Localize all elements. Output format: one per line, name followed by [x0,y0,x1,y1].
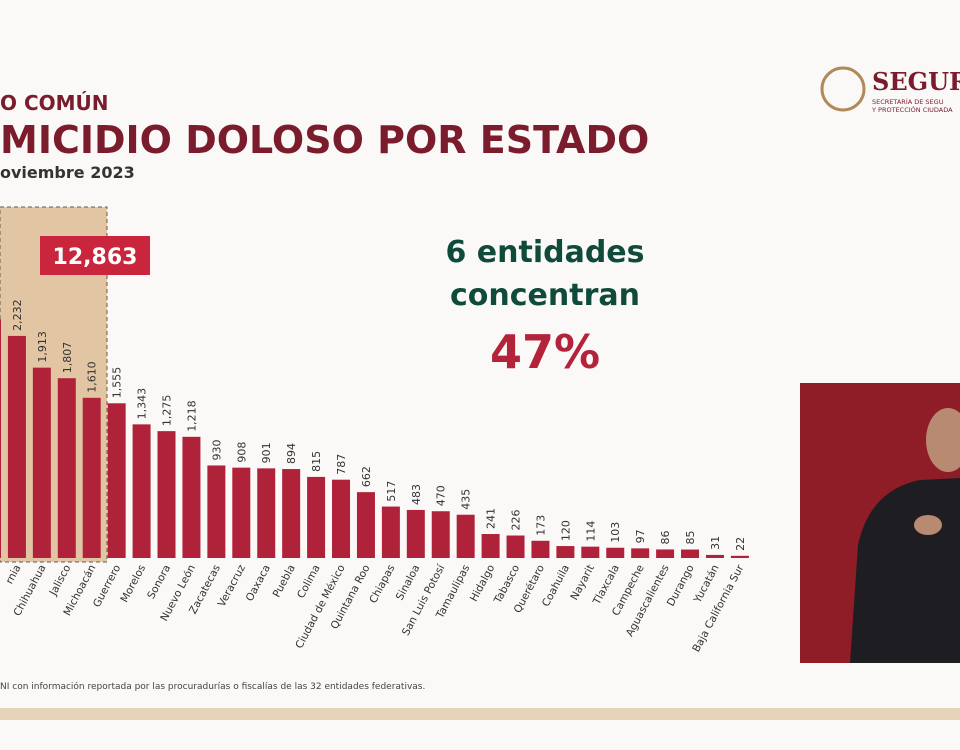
bar [57,378,76,558]
subtitle: oviembre 2023 [0,163,135,182]
text: concentran [450,278,640,313]
bar [656,549,675,558]
bar [356,492,375,558]
value-label: 930 [210,439,223,460]
logo-line: Y PROTECCIÓN CIUDADA [871,105,953,114]
bar [282,469,301,558]
value-label: 2,232 [11,299,24,331]
value-label: 787 [335,454,348,475]
value-label: 1,218 [185,400,198,432]
bar [332,479,351,558]
bar [606,547,625,558]
bar [456,514,475,558]
value-label: 470 [435,485,448,506]
bar [132,424,151,558]
value-label: 1,555 [111,367,124,399]
value-label: 1,610 [86,361,99,393]
bar [0,319,1,558]
bar [506,535,525,558]
value-label: 31 [709,536,722,550]
value-label: 173 [534,515,547,536]
bar [82,397,101,558]
bar [730,555,749,558]
total: 12,863 [53,245,138,270]
value-label: 114 [584,521,597,542]
logo-seal [820,66,866,112]
value-label: 901 [260,442,273,463]
bar [531,540,550,558]
title: MICIDIO DOLOSO POR ESTADO [0,118,649,162]
bar [232,467,251,558]
bar [307,476,326,558]
value-label: 815 [310,451,323,472]
value-label: 435 [460,489,473,510]
bar [705,554,724,558]
value-label: 483 [410,484,423,505]
bar [631,548,650,558]
value-label: 1,807 [61,342,74,374]
value-label: 226 [510,510,523,531]
kicker: O COMÚN [0,91,109,115]
text: 6 entidades [445,235,644,270]
value-label: 894 [285,443,298,464]
footer-band [0,708,960,720]
value-label: 517 [385,481,398,502]
value-label: 662 [360,466,373,487]
value-label: 86 [659,530,672,544]
value-label: 1,275 [161,395,174,427]
video-inset [800,383,960,663]
speaker-head [926,408,960,472]
value-label: 241 [485,508,498,529]
value-label: 85 [684,531,697,545]
bar [381,506,400,558]
bar [581,546,600,558]
value-label: 120 [559,520,572,541]
bar [681,549,700,558]
bar [431,511,450,558]
bar [556,546,575,558]
bar [7,335,26,558]
bar [182,436,201,558]
share: 47% [490,325,600,379]
value-label: 103 [609,522,622,543]
bar [481,534,500,558]
total-box [40,236,150,275]
bar [207,465,226,558]
bar [32,367,51,558]
footnote: NI con información reportada por las pro… [0,681,425,692]
bar [257,468,276,558]
value-label: 908 [235,442,248,463]
speaker-hand [914,515,942,535]
value-label: 1,343 [136,388,149,420]
bar [157,431,176,558]
bar [406,509,425,558]
logo-line: SECRETARÍA DE SEGU [872,97,944,106]
value-label: 22 [734,537,747,551]
logo: SEGUR [872,67,960,96]
bar [107,403,126,558]
value-label: 1,913 [36,331,49,363]
value-label: 97 [634,529,647,543]
